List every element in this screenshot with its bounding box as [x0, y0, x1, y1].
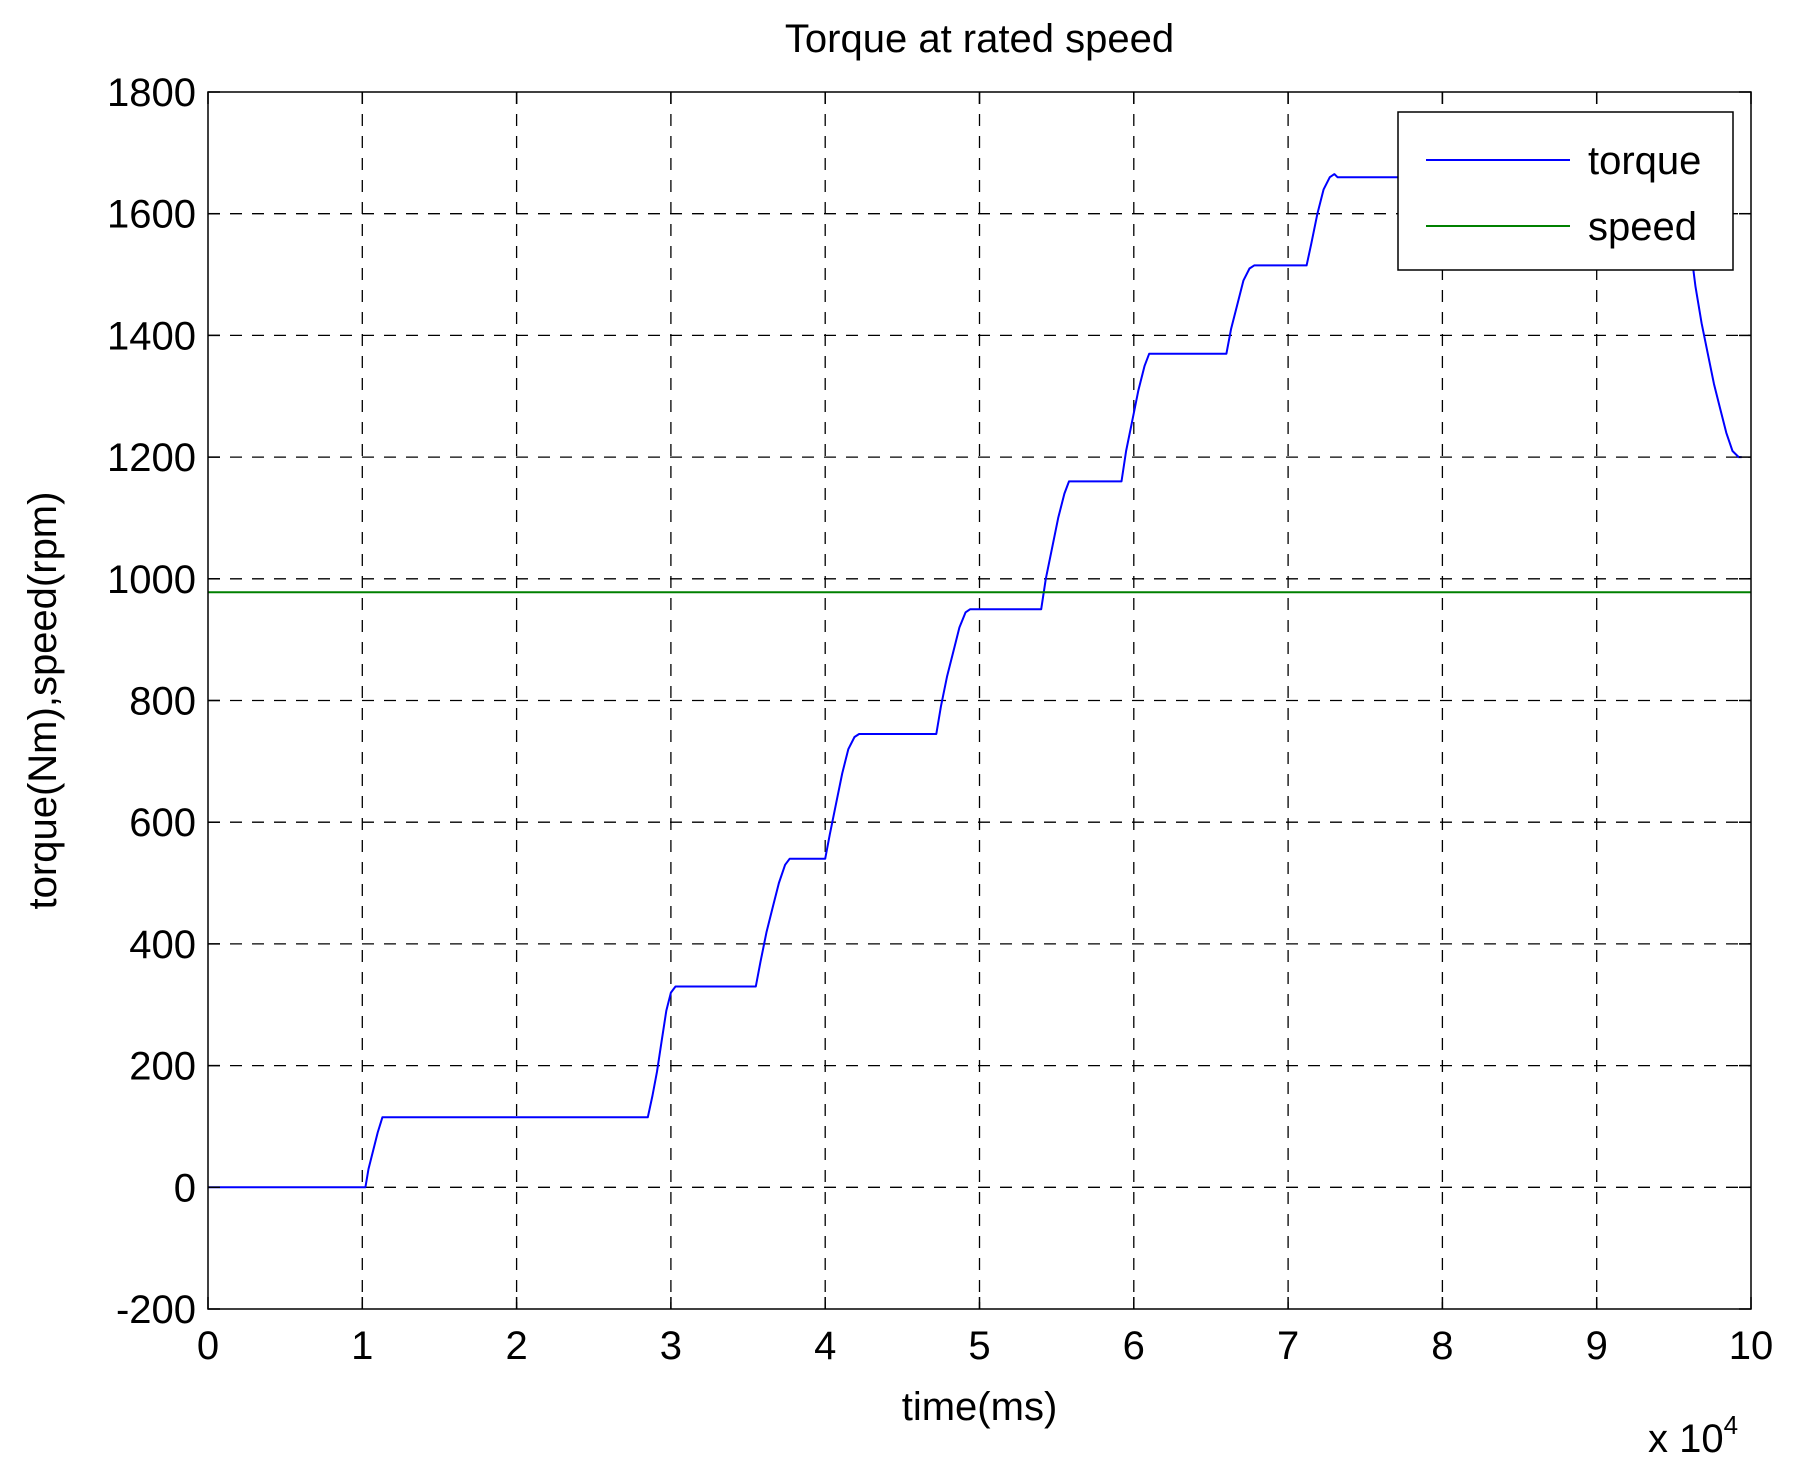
y-tick-label: 0: [174, 1166, 196, 1210]
x-tick-label: 5: [968, 1324, 990, 1368]
y-tick-label: 1400: [107, 314, 196, 358]
y-tick-label: 800: [129, 680, 196, 724]
x-axis-multiplier-exponent: 4: [1724, 1410, 1738, 1440]
x-tick-label: 8: [1431, 1324, 1453, 1368]
y-tick-label: 1600: [107, 193, 196, 237]
x-tick-label: 0: [197, 1324, 219, 1368]
x-axis-title: time(ms): [902, 1385, 1058, 1429]
y-tick-label: 400: [129, 923, 196, 967]
grid-lines: [208, 92, 1751, 1309]
legend-label-speed: speed: [1588, 205, 1697, 249]
legend-box: [1397, 111, 1734, 271]
y-tick-label: 600: [129, 801, 196, 845]
x-tick-label: 4: [814, 1324, 836, 1368]
y-tick-label: 1200: [107, 436, 196, 480]
x-tick-label: 7: [1277, 1324, 1299, 1368]
x-tick-label: 9: [1586, 1324, 1608, 1368]
x-tick-label: 1: [351, 1324, 373, 1368]
x-tick-label: 3: [660, 1324, 682, 1368]
x-tick-label: 10: [1729, 1324, 1774, 1368]
y-axis-title: torque(Nm),speed(rpm): [21, 492, 65, 910]
x-axis-multiplier: x 104: [1648, 1410, 1738, 1461]
x-tick-label: 6: [1123, 1324, 1145, 1368]
y-tick-label: 200: [129, 1045, 196, 1089]
y-tick-label: 1000: [107, 558, 196, 602]
y-tick-label: 1800: [107, 71, 196, 115]
legend: torque speed: [1397, 111, 1734, 271]
x-tick-label: 2: [505, 1324, 527, 1368]
chart-title: Torque at rated speed: [785, 17, 1174, 61]
x-axis-multiplier-base: x 10: [1648, 1417, 1724, 1461]
legend-label-torque: torque: [1588, 139, 1701, 183]
y-tick-label: -200: [116, 1288, 196, 1332]
series-layer: [208, 173, 1751, 1189]
series-line-torque: [208, 173, 1742, 1189]
axis-ticks: 0 1 2 3 4 5 6 7 8 9 10-200020040060080010001200140…: [107, 71, 1773, 1368]
